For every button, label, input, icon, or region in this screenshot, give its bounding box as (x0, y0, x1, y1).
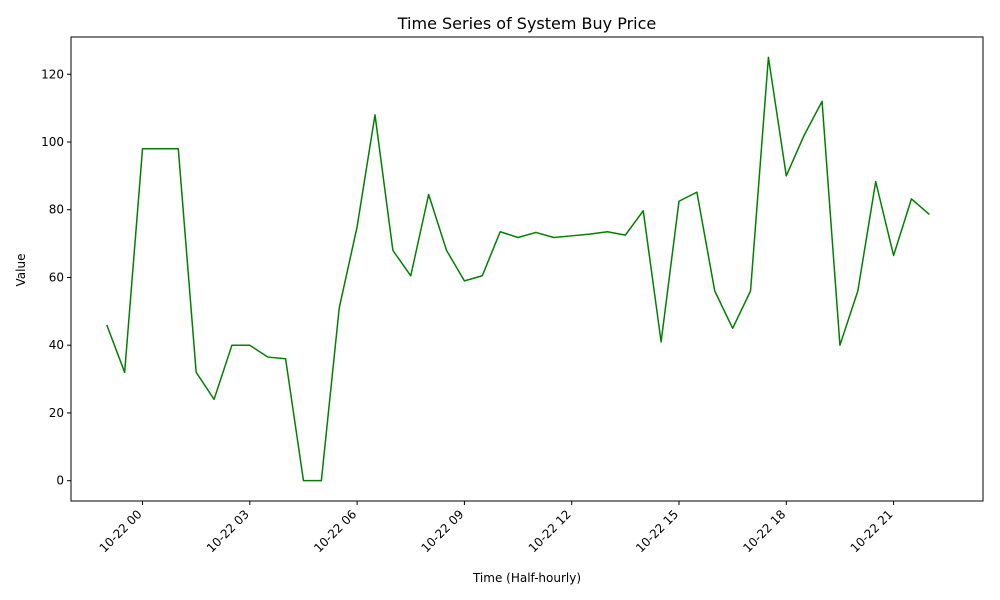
y-tick-label: 100 (41, 135, 64, 149)
series-line-0 (106, 56, 930, 482)
y-tick-label: 120 (41, 67, 64, 81)
y-tick-label: 20 (49, 406, 64, 420)
chart-title: Time Series of System Buy Price (397, 14, 657, 33)
plot-frame (70, 36, 984, 502)
y-tick-label: 60 (49, 270, 64, 284)
y-tick-label: 80 (49, 203, 64, 217)
x-axis-label: Time (Half-hourly) (472, 571, 581, 585)
y-axis-label: Value (14, 254, 28, 287)
y-tick-label: 0 (56, 474, 64, 488)
y-tick-label: 40 (49, 338, 64, 352)
